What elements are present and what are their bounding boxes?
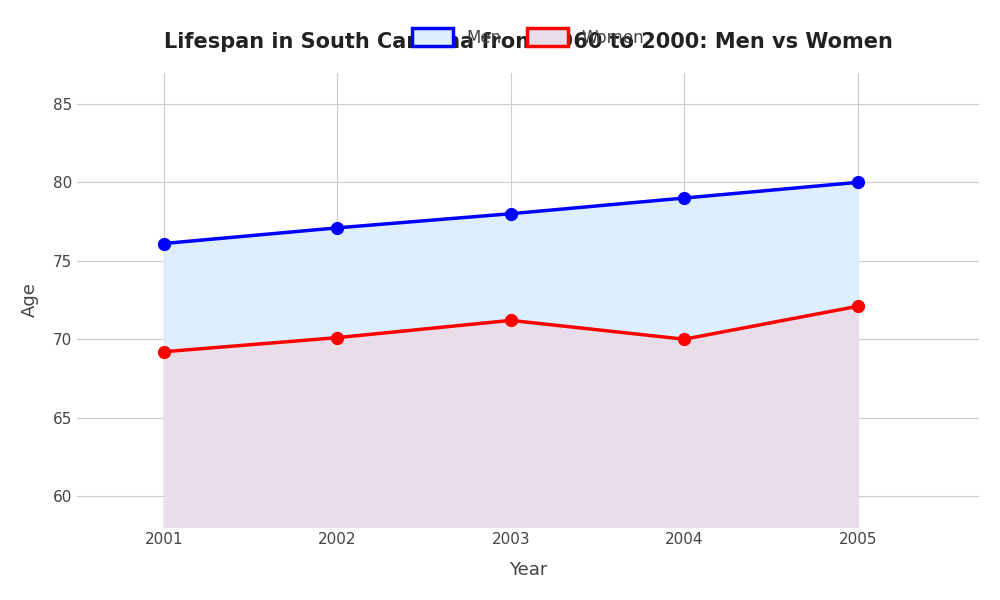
Men [852, 179, 864, 186]
Women [678, 335, 690, 343]
Men [158, 240, 170, 247]
Y-axis label: Age: Age [21, 283, 39, 317]
Men [331, 224, 343, 232]
Legend: Men, Women: Men, Women [405, 22, 651, 53]
Women [331, 334, 343, 341]
Men [505, 210, 517, 217]
Women [852, 302, 864, 310]
Line: Women: Women [158, 301, 863, 358]
X-axis label: Year: Year [509, 561, 547, 579]
Women [158, 348, 170, 355]
Title: Lifespan in South Carolina from 1960 to 2000: Men vs Women: Lifespan in South Carolina from 1960 to … [164, 32, 893, 52]
Men [678, 194, 690, 202]
Line: Men: Men [158, 177, 863, 249]
Women [505, 317, 517, 324]
